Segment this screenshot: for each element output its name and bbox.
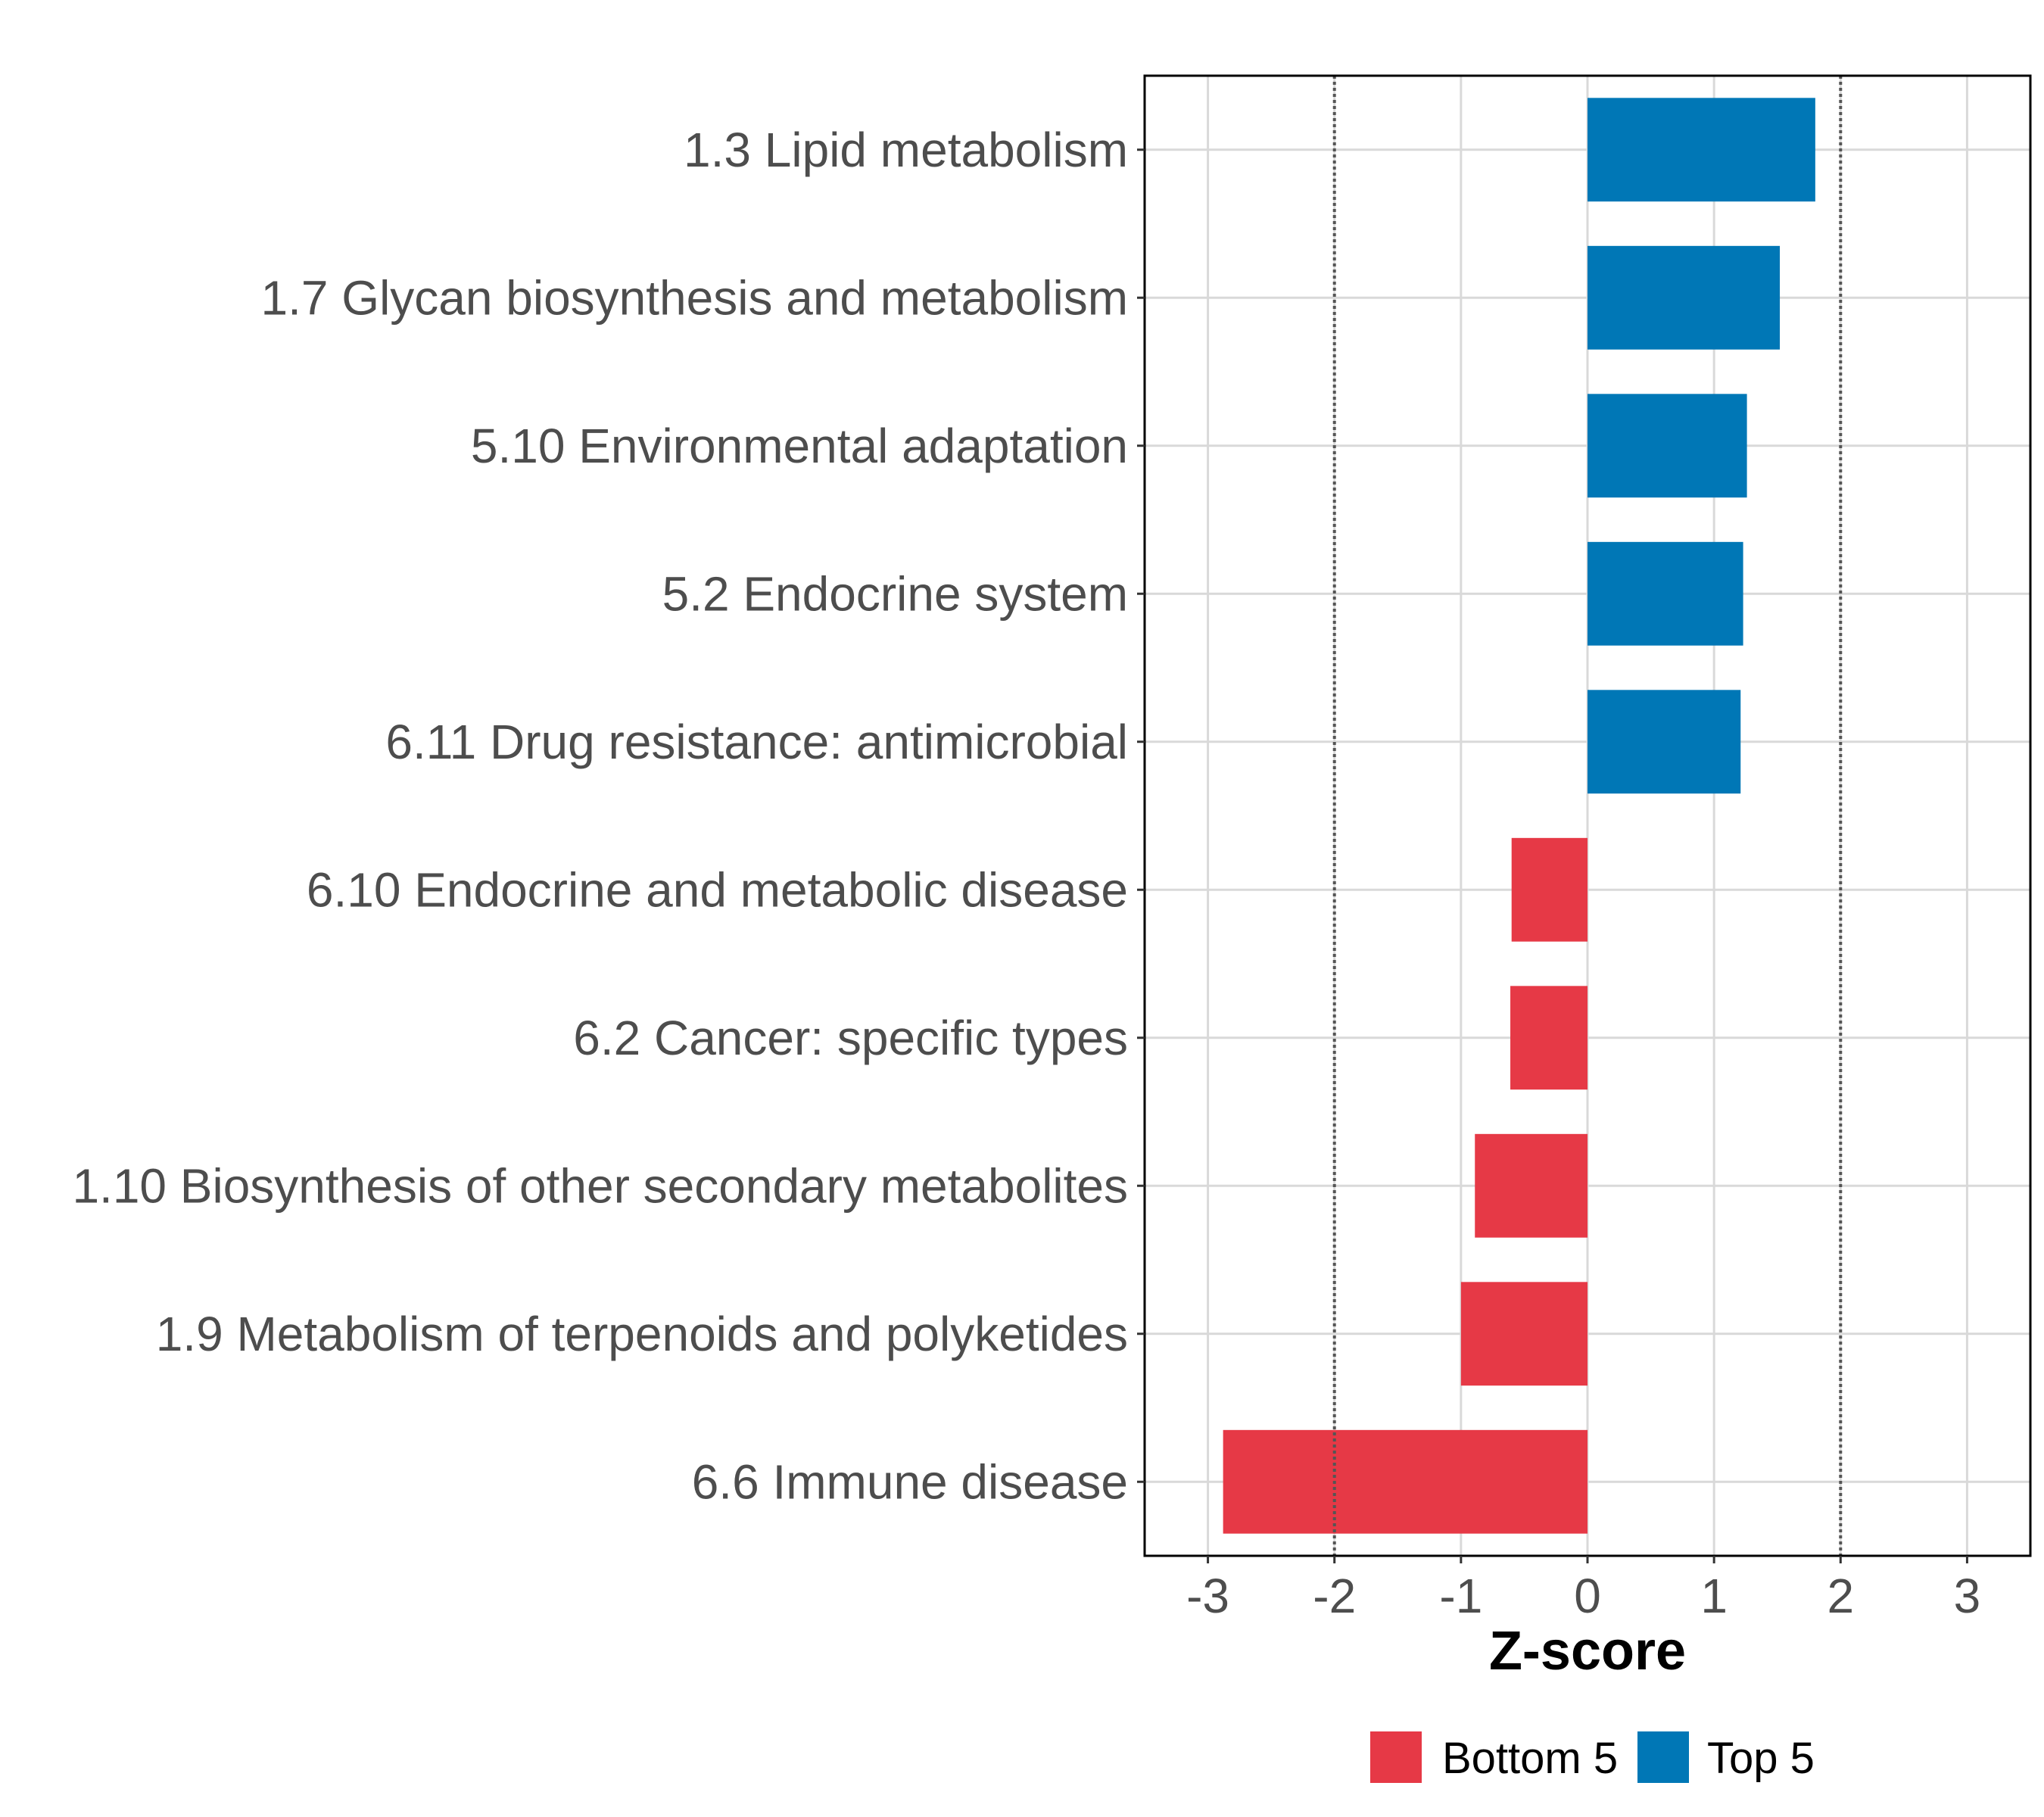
bar <box>1460 1282 1588 1386</box>
x-axis-title: Z-score <box>1489 1621 1686 1681</box>
category-label: 6.11 Drug resistance: antimicrobial <box>385 715 1128 769</box>
x-tick-labels: -3 -2 -1 0 1 2 3 <box>1186 1556 1980 1623</box>
bars <box>1223 98 1815 1534</box>
bar <box>1588 98 1815 202</box>
category-label: 1.3 Lipid metabolism <box>684 123 1128 177</box>
category-label: 1.7 Glycan biosynthesis and metabolism <box>261 270 1128 325</box>
category-label: 6.2 Cancer: specific types <box>573 1011 1128 1065</box>
category-label: 6.10 Endocrine and metabolic disease <box>307 862 1128 917</box>
bar <box>1510 986 1588 1090</box>
x-tick-label: 2 <box>1827 1569 1854 1623</box>
reference-lines <box>1332 76 1843 1556</box>
legend-label: Top 5 <box>1707 1734 1815 1783</box>
bar <box>1223 1429 1588 1534</box>
legend: Bottom 5 Top 5 <box>1370 1731 1815 1783</box>
x-tick-label: -3 <box>1186 1569 1229 1623</box>
bar <box>1588 394 1747 498</box>
category-label: 1.9 Metabolism of terpenoids and polyket… <box>156 1307 1128 1361</box>
category-label: 6.6 Immune disease <box>692 1454 1128 1509</box>
x-tick-label: -1 <box>1439 1569 1482 1623</box>
bar <box>1588 690 1741 794</box>
x-tick-label: 0 <box>1574 1569 1601 1623</box>
category-label: 5.2 Endocrine system <box>662 566 1128 621</box>
x-tick-label: -2 <box>1313 1569 1356 1623</box>
x-tick-label: 3 <box>1954 1569 1981 1623</box>
category-label: 5.10 Environmental adaptation <box>471 419 1128 473</box>
legend-key <box>1637 1731 1689 1783</box>
legend-key <box>1370 1731 1422 1783</box>
bar <box>1588 245 1781 350</box>
category-label: 1.10 Biosynthesis of other secondary met… <box>72 1158 1128 1213</box>
category-labels: 1.3 Lipid metabolism 1.7 Glycan biosynthe… <box>72 123 1145 1509</box>
bar <box>1588 541 1743 646</box>
bar <box>1475 1133 1588 1238</box>
legend-label: Bottom 5 <box>1442 1734 1618 1783</box>
bar <box>1511 837 1588 942</box>
x-tick-label: 1 <box>1700 1569 1728 1623</box>
